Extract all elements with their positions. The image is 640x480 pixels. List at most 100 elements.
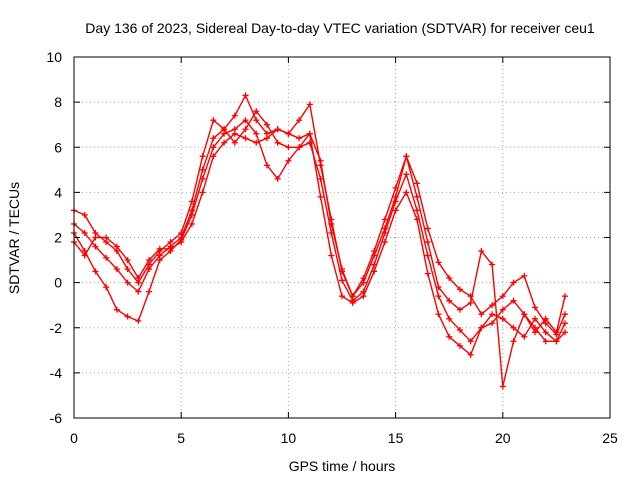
data-point [381,239,388,246]
data-point [167,245,174,252]
data-point [424,252,431,259]
data-point [210,144,217,151]
series-day-2 [71,108,568,345]
x-tick-label: 10 [281,430,297,446]
data-point [113,266,120,273]
data-point [349,299,356,306]
data-point [424,225,431,232]
data-point [210,117,217,124]
data-point [253,139,260,146]
data-point [392,193,399,200]
data-point [124,257,131,264]
data-point [199,153,206,160]
data-point [242,135,249,142]
data-point [403,153,410,160]
data-point [210,135,217,142]
series-line [73,94,566,336]
data-point [489,320,496,327]
y-tick-label: 6 [54,139,62,155]
data-point [242,92,249,99]
y-tick-label: 0 [54,275,62,291]
data-point [553,338,560,345]
y-tick-label: 8 [54,94,62,110]
data-point [231,112,238,119]
data-point [317,175,324,182]
data-point [306,130,313,137]
data-point [242,117,249,124]
data-point [92,243,99,250]
data-point [499,306,506,313]
series-line [73,128,566,388]
data-point [446,333,453,340]
y-tick-label: 10 [46,49,62,65]
data-point [328,220,335,227]
data-point [306,101,313,108]
data-point [478,311,485,318]
data-point [371,268,378,275]
data-point [317,193,324,200]
data-point [285,130,292,137]
data-point [231,139,238,146]
data-point [489,302,496,309]
data-point [253,130,260,137]
axis-ticks: 0 5 10 15 20 25 -6 -4 -2 0 2 4 6 8 10 [46,49,618,446]
data-point [489,261,496,268]
data-point [456,286,463,293]
data-point [296,117,303,124]
x-tick-label: 5 [177,430,185,446]
data-point [531,329,538,336]
data-point [339,277,345,284]
data-point [113,306,120,313]
data-point [135,288,142,295]
y-tick-label: -4 [50,365,63,381]
y-tick-label: 4 [54,184,62,200]
x-tick-label: 25 [602,430,618,446]
data-point [199,175,206,182]
data-point [467,351,474,358]
data-point [242,126,249,133]
data-point [146,288,153,295]
data-point [231,130,238,137]
data-point [521,272,528,279]
data-point [199,166,206,173]
data-point [553,329,560,336]
data-point [328,252,335,259]
data-point [456,306,463,313]
data-point [199,189,206,196]
data-point [221,139,228,146]
data-point [467,338,474,345]
data-point [339,293,345,300]
data-point [113,243,120,250]
data-point [296,144,303,151]
data-point [135,275,142,282]
data-point [81,211,88,218]
data-point [103,234,110,241]
data-point [510,338,517,345]
data-point [424,270,431,277]
data-point [210,153,217,160]
data-point [360,293,367,300]
y-tick-label: 2 [54,230,62,246]
data-point [263,135,270,142]
data-point [446,297,453,304]
data-point [435,259,442,266]
data-point [561,329,568,336]
data-point [274,175,281,182]
data-point [263,162,270,169]
data-point [456,327,463,334]
data-point [467,299,474,306]
x-tick-label: 0 [70,430,78,446]
data-point [414,207,421,214]
data-point [188,220,195,227]
data-point [435,284,442,291]
data-point [531,315,538,322]
data-point [124,313,131,320]
data-point [510,324,517,331]
plot-series [71,92,568,390]
data-point [414,193,421,200]
data-point [360,279,367,286]
data-point [381,225,388,232]
data-point [221,130,228,137]
x-tick-label: 20 [495,430,511,446]
data-point [561,293,568,300]
